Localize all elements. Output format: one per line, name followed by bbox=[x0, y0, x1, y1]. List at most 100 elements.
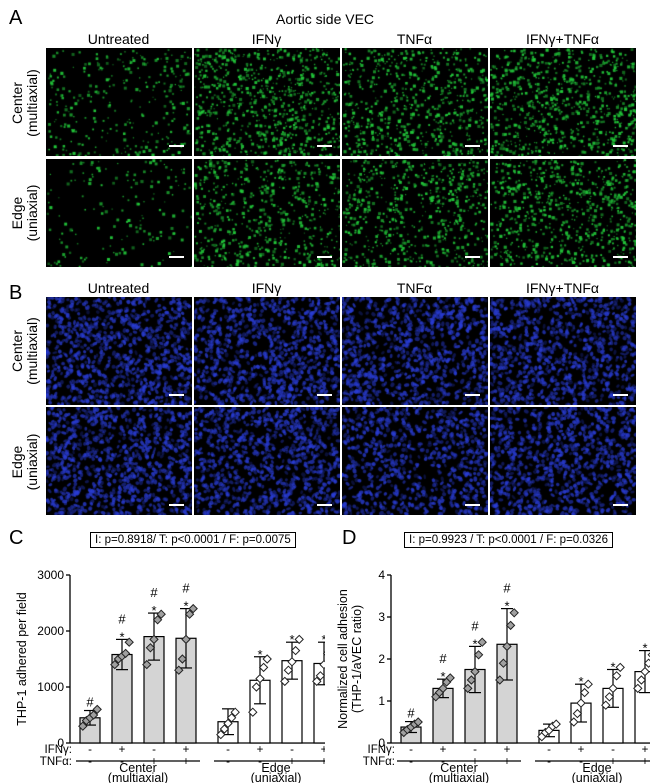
treatment-label: IFNγ: bbox=[368, 744, 395, 756]
treatment-sign: + bbox=[321, 744, 325, 756]
treatment-label: TNFα: bbox=[363, 756, 395, 768]
significance-mark: # bbox=[118, 611, 126, 626]
data-point bbox=[177, 654, 188, 664]
data-point bbox=[470, 666, 480, 677]
y-axis-label: THP-1 adhered per field bbox=[15, 592, 29, 725]
data-point bbox=[124, 637, 134, 647]
treatment-label: IFNγ: bbox=[45, 744, 72, 756]
group-sublabel: (multiaxial) bbox=[108, 771, 168, 783]
data-point bbox=[611, 671, 622, 681]
treatment-sign: + bbox=[504, 744, 511, 756]
data-point bbox=[110, 659, 120, 670]
data-point bbox=[502, 641, 512, 652]
micrograph-blue-r0-c3 bbox=[490, 297, 636, 405]
treatment-sign: - bbox=[88, 744, 92, 756]
scale-bar bbox=[613, 145, 628, 147]
significance-mark: * bbox=[578, 674, 583, 689]
row-label-main: Center bbox=[9, 329, 25, 373]
micrograph-green-r1-c2 bbox=[342, 159, 488, 267]
panel-a-col-tnfa: TNFα bbox=[396, 31, 433, 47]
panel-b-row-edge: Edge (uniaxial) bbox=[9, 417, 40, 507]
micrograph-green-r0-c2 bbox=[342, 48, 488, 156]
treatment-sign: - bbox=[226, 744, 230, 756]
panel-letter-b: B bbox=[9, 282, 23, 304]
data-point bbox=[223, 718, 233, 729]
data-point bbox=[287, 657, 297, 667]
y-tick-label: 1000 bbox=[37, 680, 64, 694]
scale-bar bbox=[613, 394, 628, 396]
treatment-sign: - bbox=[409, 744, 413, 756]
data-point bbox=[322, 651, 325, 656]
treatment-sign: + bbox=[151, 756, 158, 768]
significance-mark: * bbox=[440, 669, 445, 684]
data-point bbox=[445, 673, 455, 683]
scale-bar bbox=[169, 394, 184, 396]
data-point bbox=[473, 650, 484, 660]
data-point bbox=[149, 634, 159, 645]
data-point bbox=[608, 683, 618, 694]
treatment-sign: + bbox=[183, 756, 190, 768]
significance-mark: # bbox=[182, 581, 190, 596]
panel-a-row-edge: Edge (uniaxial) bbox=[9, 168, 40, 258]
treatment-sign: - bbox=[611, 744, 615, 756]
treatment-sign: - bbox=[547, 744, 551, 756]
treatment-sign: - bbox=[409, 756, 413, 768]
significance-mark: * bbox=[321, 632, 325, 647]
data-point bbox=[184, 609, 195, 619]
data-point bbox=[145, 643, 156, 653]
row-label-sub: (multiaxial) bbox=[24, 317, 40, 385]
significance-mark: # bbox=[86, 695, 94, 710]
treatment-sign: + bbox=[642, 744, 649, 756]
group-label: Edge bbox=[582, 761, 611, 775]
micrograph-green-r1-c0 bbox=[46, 159, 192, 267]
data-point bbox=[226, 713, 237, 723]
data-point bbox=[495, 675, 505, 685]
micrograph-blue-r1-c1 bbox=[194, 407, 340, 515]
y-tick-label: 1 bbox=[378, 694, 385, 708]
treatment-sign: + bbox=[642, 756, 649, 768]
panel-a-row-center: Center (multiaxial) bbox=[9, 58, 40, 148]
data-point bbox=[294, 634, 304, 645]
scale-bar bbox=[465, 504, 480, 506]
data-point bbox=[120, 648, 131, 659]
scale-bar bbox=[465, 394, 480, 396]
data-point bbox=[576, 698, 586, 708]
row-label-main: Edge bbox=[9, 196, 25, 230]
panel-a-col-untreated: Untreated bbox=[87, 31, 150, 47]
data-point bbox=[312, 676, 322, 687]
data-point bbox=[283, 665, 294, 675]
significance-mark: * bbox=[472, 636, 477, 651]
y-tick-label: 3000 bbox=[37, 568, 64, 582]
group-sublabel: (uniaxial) bbox=[572, 771, 623, 783]
data-point bbox=[319, 659, 325, 670]
data-point bbox=[640, 666, 650, 677]
data-point bbox=[258, 662, 269, 673]
data-point bbox=[230, 707, 240, 717]
panel-a-col-ifng: IFNγ bbox=[251, 31, 282, 47]
data-point bbox=[509, 608, 519, 618]
data-point bbox=[216, 729, 226, 740]
treatment-sign: - bbox=[88, 756, 92, 768]
significance-mark: * bbox=[183, 599, 188, 614]
panel-b-col-ifng: IFNγ bbox=[251, 280, 282, 296]
panel-b-col-untreated: Untreated bbox=[87, 280, 150, 296]
row-label-main: Edge bbox=[9, 445, 25, 479]
scale-bar bbox=[465, 256, 480, 258]
significance-mark: # bbox=[503, 581, 511, 596]
group-label: Center bbox=[119, 761, 157, 775]
treatment-sign: - bbox=[290, 744, 294, 756]
scale-bar bbox=[317, 394, 332, 396]
data-point bbox=[152, 615, 163, 625]
significance-mark: * bbox=[119, 629, 124, 644]
treatment-sign: - bbox=[226, 756, 230, 768]
micrograph-blue-r1-c3 bbox=[490, 407, 636, 515]
data-point bbox=[572, 708, 583, 719]
data-point bbox=[255, 673, 265, 684]
data-point bbox=[174, 665, 184, 675]
data-point bbox=[583, 679, 593, 689]
group-label: Edge bbox=[261, 761, 290, 775]
data-point bbox=[78, 721, 88, 731]
treatment-sign: + bbox=[440, 744, 447, 756]
data-point bbox=[551, 719, 561, 729]
y-tick-label: 0 bbox=[57, 736, 64, 750]
